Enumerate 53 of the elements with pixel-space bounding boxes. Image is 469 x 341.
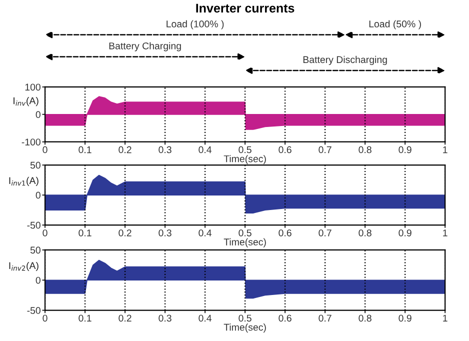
text: Load (50% ) <box>369 20 421 30</box>
text: Load (100% ) <box>166 20 224 30</box>
y-tick-label: 0 <box>36 192 40 199</box>
y-tick-label: -50 <box>27 307 40 314</box>
x-tick-label: 1 <box>443 230 448 236</box>
x-tick-label: 0 <box>42 314 48 322</box>
x-axis-title: Time(sec) <box>224 238 266 248</box>
x-tick-label: 0.1 <box>78 314 92 322</box>
x-tick-label: 0.2 <box>118 146 132 154</box>
x-tick-label: 0.5 <box>238 314 252 322</box>
x-tick-label: 0.3 <box>158 314 172 322</box>
y-axis-title: I$_{inv}$(A) <box>14 97 38 106</box>
x-tick-label: 0.1 <box>78 146 92 154</box>
y-tick-label: -100 <box>22 138 40 146</box>
x-tick-label: 0.6 <box>278 146 292 154</box>
x-tick-label: 0.7 <box>318 229 332 236</box>
x-tick-label: 0.5 <box>238 146 252 154</box>
text: Battery Discharging <box>303 56 387 65</box>
x-tick-label: 0.4 <box>198 314 212 322</box>
x-tick-label: 1 <box>443 146 448 154</box>
y-tick-label: -50 <box>27 222 40 229</box>
x-tick-label: 0.8 <box>358 229 372 236</box>
x-tick-label: 0.9 <box>398 314 412 322</box>
y-axis-title: I$_{inv2}$(A) <box>9 262 38 271</box>
x-tick-label: 0.2 <box>118 314 132 322</box>
x-tick-label: 0.8 <box>358 314 372 322</box>
x-tick-label: 0.4 <box>198 146 212 154</box>
x-tick-label: 0.9 <box>398 229 412 236</box>
x-tick-label: 0.3 <box>158 146 172 154</box>
x-tick-label: 1 <box>443 314 448 322</box>
x-tick-label: 0.7 <box>318 314 332 322</box>
x-tick-label: 0.4 <box>198 229 212 236</box>
x-axis-title: Time(sec) <box>224 155 266 164</box>
y-tick-label: 0 <box>36 276 40 284</box>
text: Battery Charging <box>109 42 181 52</box>
x-tick-label: 0.9 <box>398 146 412 154</box>
x-tick-label: 0.3 <box>158 229 172 236</box>
x-tick-label: 0.5 <box>238 229 252 236</box>
y-tick-label: 100 <box>25 84 40 91</box>
y-tick-label: 50 <box>30 246 40 254</box>
x-tick-label: 0.6 <box>278 314 292 322</box>
x-tick-label: 0.7 <box>318 146 332 154</box>
y-tick-label: 0 <box>36 111 40 118</box>
x-tick-label: 0.1 <box>78 229 92 236</box>
chart-title: Inverter currents <box>196 4 294 13</box>
x-tick-label: 0.2 <box>118 229 132 236</box>
x-tick-label: 0.6 <box>278 229 292 236</box>
x-tick-label: 0 <box>42 229 48 236</box>
x-axis-title: Time(sec) <box>224 324 266 333</box>
x-tick-label: 0 <box>42 146 48 154</box>
y-axis-title: I$_{inv1}$(A) <box>9 176 38 186</box>
y-tick-label: 50 <box>30 162 40 169</box>
x-tick-label: 0.8 <box>358 146 372 154</box>
